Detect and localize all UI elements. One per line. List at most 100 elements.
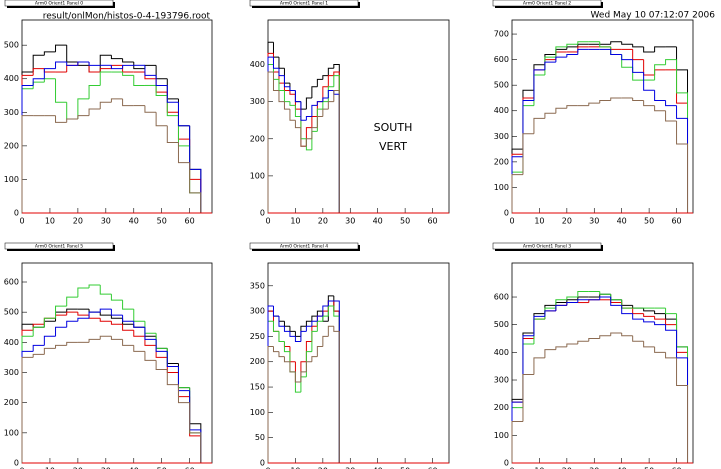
histogram-step (577, 48, 589, 55)
histogram-step (621, 332, 633, 337)
histogram-step (511, 174, 523, 213)
pad-title: Arm0 Orient1 Panel 5 (4, 242, 115, 251)
histogram-step (643, 72, 655, 91)
histogram-step (665, 110, 677, 122)
y-tick-label: 100 (250, 408, 265, 417)
histogram-step (632, 313, 644, 320)
histogram-step (278, 68, 285, 77)
histogram-step (99, 308, 112, 313)
histogram-step (632, 44, 644, 48)
histogram-step (327, 101, 334, 110)
histogram-step (577, 340, 589, 345)
histogram-step (327, 300, 334, 307)
histogram-step (88, 311, 101, 319)
histogram-step (327, 67, 334, 76)
histogram-step (300, 101, 307, 121)
histogram-step (32, 326, 45, 337)
histogram-step (272, 321, 279, 332)
y-tick-label: 100 (250, 171, 265, 180)
x-tick-label: 50 (157, 467, 167, 469)
histogram-step (566, 302, 578, 306)
histogram-step (144, 351, 157, 361)
histogram-step (21, 356, 34, 463)
y-tick-label: 200 (4, 398, 19, 407)
histogram-step (654, 321, 666, 326)
x-tick-label: 10 (45, 217, 55, 226)
y-tick-label: 300 (494, 132, 509, 141)
histogram-step (177, 384, 190, 404)
histogram-step (133, 309, 145, 322)
histogram-step (283, 326, 290, 332)
histogram-step (643, 100, 655, 107)
x-tick-label: 0 (265, 467, 270, 469)
histogram-step (533, 315, 545, 336)
x-tick-label: 10 (534, 217, 544, 226)
x-tick-label: 0 (19, 217, 24, 226)
pad-title-text: Arm0 Orient1 Panel 0 (35, 1, 83, 7)
y-tick-label: 200 (4, 141, 19, 150)
histogram-step (144, 65, 157, 76)
histogram-step (327, 75, 334, 87)
histogram-step (555, 346, 567, 350)
timestamp: Wed May 10 07:12:07 2006 (591, 11, 716, 21)
histogram-step (272, 306, 279, 317)
histogram-step (632, 335, 644, 342)
histogram-step (316, 101, 323, 106)
histogram-step (32, 54, 45, 73)
histogram-step (99, 71, 112, 86)
x-tick-label: 10 (290, 467, 300, 469)
histogram-step (99, 335, 112, 340)
y-tick-label: 300 (250, 97, 265, 106)
y-tick-label: 0 (14, 209, 19, 218)
histogram-step (99, 318, 112, 322)
histogram-step (122, 72, 134, 76)
histogram-step (144, 327, 157, 340)
x-tick-label: 0 (265, 217, 270, 226)
histogram-step (316, 310, 323, 317)
histogram-step (278, 351, 285, 358)
plot-frame (511, 19, 694, 214)
y-tick-label: 200 (494, 403, 509, 412)
histogram-step (305, 116, 312, 121)
histogram-step (588, 102, 600, 106)
histogram-step (66, 118, 78, 123)
y-tick-label: 0 (260, 459, 265, 468)
x-tick-label: 50 (644, 467, 654, 469)
histogram-step (43, 68, 56, 79)
y-tick-label: 150 (250, 383, 265, 392)
pad-title: Arm0 Orient1 Panel 4 (249, 242, 360, 251)
plot-frame (267, 262, 450, 464)
x-tick-label: 10 (290, 217, 300, 226)
x-tick-label: 40 (617, 217, 627, 226)
histogram-step (43, 347, 56, 355)
x-tick-label: 0 (19, 467, 24, 469)
x-tick-label: 50 (400, 467, 410, 469)
histogram-step (289, 331, 296, 337)
histogram-step (177, 102, 190, 127)
y-tick-label: 300 (4, 108, 19, 117)
histogram-step (110, 98, 123, 103)
histogram-step (122, 324, 134, 331)
histogram-step (566, 105, 578, 109)
histogram-step (566, 43, 578, 47)
x-tick-label: 50 (400, 217, 410, 226)
histogram-step (122, 98, 134, 107)
histogram-step (32, 78, 45, 86)
y-tick-label: 100 (494, 183, 509, 192)
y-tick-label: 500 (4, 308, 19, 317)
histogram-step (311, 86, 318, 98)
x-tick-label: 40 (129, 217, 139, 226)
x-tick-label: 40 (617, 467, 627, 469)
histogram-step (544, 349, 556, 358)
histogram-step (155, 339, 168, 352)
histogram-step (278, 90, 285, 103)
histogram-step (99, 54, 112, 73)
y-tick-label: 600 (494, 55, 509, 64)
y-tick-label: 100 (494, 431, 509, 440)
histogram-step (66, 341, 78, 346)
histogram-step (110, 55, 123, 60)
pad-title-text: Arm0 Orient1 Panel 3 (523, 244, 571, 250)
y-tick-label: 400 (250, 60, 265, 69)
histogram-step (610, 49, 622, 56)
